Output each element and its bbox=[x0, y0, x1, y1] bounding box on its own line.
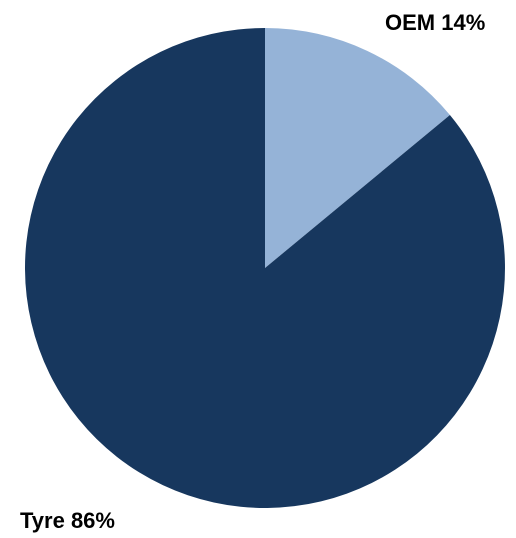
pie-slice-oem bbox=[265, 28, 450, 268]
slice-label-oem: OEM 14% bbox=[385, 10, 485, 35]
pie-slices bbox=[24, 27, 505, 508]
slice-label-tyre: Tyre 86% bbox=[20, 508, 115, 533]
pie-slice-tyre bbox=[24, 27, 505, 508]
